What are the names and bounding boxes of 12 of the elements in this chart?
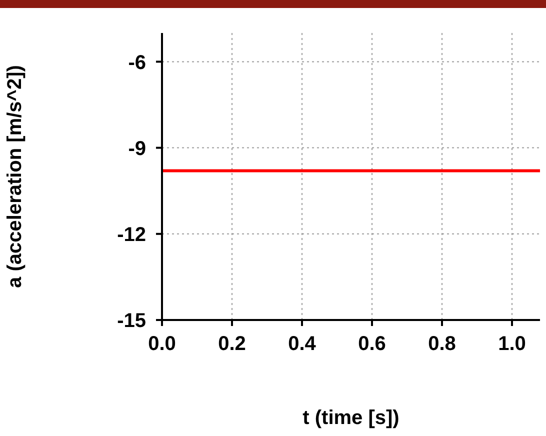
x-tick-label: 0.4 xyxy=(288,333,317,356)
x-axis-title: t (time [s]) xyxy=(302,407,400,429)
y-axis-title: a (acceleration [m/s^2]) xyxy=(4,65,26,288)
x-tick-label: 0.6 xyxy=(358,333,386,356)
y-tick-label: -9 xyxy=(128,138,146,160)
x-tick-label: 1.0 xyxy=(498,333,526,356)
x-tick-label: 0.0 xyxy=(148,333,176,356)
y-tick-label: -6 xyxy=(128,52,146,74)
y-tick-label: -15 xyxy=(117,310,146,332)
x-tick-label: 0.8 xyxy=(428,333,456,356)
x-tick-label: 0.2 xyxy=(218,333,246,356)
y-tick-label: -12 xyxy=(117,224,146,246)
